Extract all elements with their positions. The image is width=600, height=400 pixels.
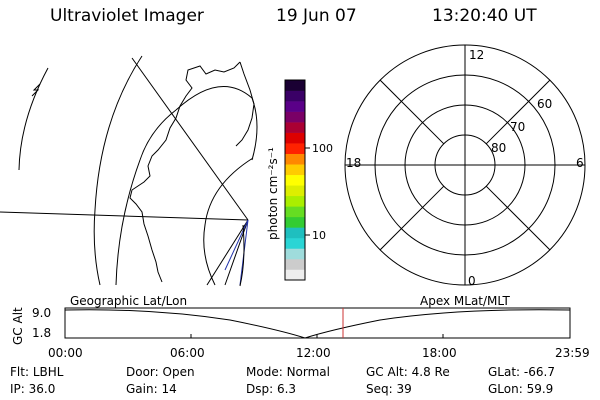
colorbar-swatch — [285, 195, 305, 207]
colorbar-swatch — [285, 164, 305, 176]
geographic-map — [0, 55, 258, 287]
colorbar-tick-label-10: 10 — [312, 229, 326, 242]
polar-diag-1-b — [485, 185, 551, 251]
timeline-altitude-curve — [64, 309, 571, 339]
colorbar-swatch — [285, 216, 305, 228]
coastline — [129, 61, 241, 283]
map-latitude-line — [0, 211, 249, 221]
timeline-frame — [64, 307, 571, 339]
observation-date: 19 Jun 07 — [276, 6, 357, 26]
info-door: Door: Open — [126, 365, 195, 379]
map-ray-2 — [224, 219, 249, 286]
mlt-label-top: 12 — [469, 48, 484, 62]
polar-diag-1-a — [379, 79, 445, 145]
timeline-right-title: Apex MLat/MLT — [420, 294, 510, 308]
colorbar-swatch — [285, 258, 305, 270]
timeline-xtick-label-2: 12:00 — [296, 346, 331, 360]
mlt-label-bottom: 0 — [468, 274, 476, 288]
colorbar-frame — [284, 79, 306, 281]
colorbar-swatch — [285, 237, 305, 249]
colorbar-swatch — [285, 90, 305, 102]
polar-labels: 12 0 18 6 60 70 80 — [346, 48, 584, 288]
map-ray-1 — [206, 219, 249, 286]
colorbar-unit-label: photon cm⁻²s⁻¹ — [266, 147, 280, 240]
mlt-label-right: 6 — [576, 156, 584, 170]
colorbar-swatch — [285, 143, 305, 154]
mlt-label-left: 18 — [346, 156, 361, 170]
colorbar-tick-label-100: 100 — [312, 142, 333, 155]
colorbar-swatches — [285, 80, 305, 281]
map-meridian-diagonal — [131, 57, 249, 221]
map-arc-bottom — [239, 224, 245, 287]
colorbar-swatch — [285, 185, 305, 197]
lat-label-60: 60 — [537, 97, 552, 111]
map-small-mark — [31, 83, 41, 97]
polar-plot — [344, 44, 586, 286]
timeline-xtick-label-0: 00:00 — [48, 346, 83, 360]
timeline-xtick-label-3: 18:00 — [422, 346, 457, 360]
colorbar-swatch — [285, 80, 305, 91]
polar-diag-2-b — [379, 185, 445, 251]
info-seq: Seq: 39 — [366, 382, 412, 396]
observation-time: 13:20:40 UT — [432, 6, 537, 26]
colorbar-swatch — [285, 122, 305, 133]
colorbar-swatch — [285, 153, 305, 165]
timeline-y-axis-label: GC Alt — [11, 307, 25, 345]
info-glat: GLat: -66.7 — [488, 365, 555, 379]
timeline-xtick-label-1: 06:00 — [170, 346, 205, 360]
timeline-left-title: Geographic Lat/Lon — [70, 294, 187, 308]
colorbar-swatch — [285, 227, 305, 239]
polar-diag-2-a — [485, 79, 551, 145]
info-gc-alt: GC Alt: 4.8 Re — [366, 365, 450, 379]
colorbar-swatch — [285, 269, 305, 281]
info-glon: GLon: 59.9 — [488, 382, 554, 396]
info-ip: IP: 36.0 — [10, 382, 56, 396]
info-mode: Mode: Normal — [246, 365, 330, 379]
colorbar-swatch — [285, 174, 305, 186]
map-terminator — [203, 157, 254, 286]
lat-label-80: 80 — [491, 141, 506, 155]
colorbar-swatch — [285, 101, 305, 112]
map-arc-outer — [18, 67, 49, 171]
info-gain: Gain: 14 — [126, 382, 177, 396]
instrument-title: Ultraviolet Imager — [50, 6, 204, 26]
timeline-xtick-label-4: 23:59 — [555, 346, 590, 360]
colorbar-swatch — [285, 132, 305, 144]
colorbar-swatch — [285, 206, 305, 218]
lat-label-70: 70 — [510, 120, 525, 134]
coastline-east — [235, 61, 255, 147]
timeline-ytick-1: 1.8 — [32, 326, 51, 340]
map-arc-middle — [93, 55, 143, 286]
map-ray-4 — [224, 219, 249, 271]
timeline-ytick-9: 9.0 — [32, 306, 51, 320]
colorbar-swatch — [285, 111, 305, 123]
colorbar-swatch — [285, 248, 305, 260]
map-arc-inner — [115, 109, 177, 286]
info-flt: Flt: LBHL — [10, 365, 64, 379]
info-dsp: Dsp: 6.3 — [246, 382, 297, 396]
timeline-panel: Geographic Lat/Lon Apex MLat/MLT 9.0 1.8… — [11, 294, 590, 360]
map-arc-big — [175, 85, 258, 161]
colorbar: 100 10 photon cm⁻²s⁻¹ — [266, 79, 333, 281]
